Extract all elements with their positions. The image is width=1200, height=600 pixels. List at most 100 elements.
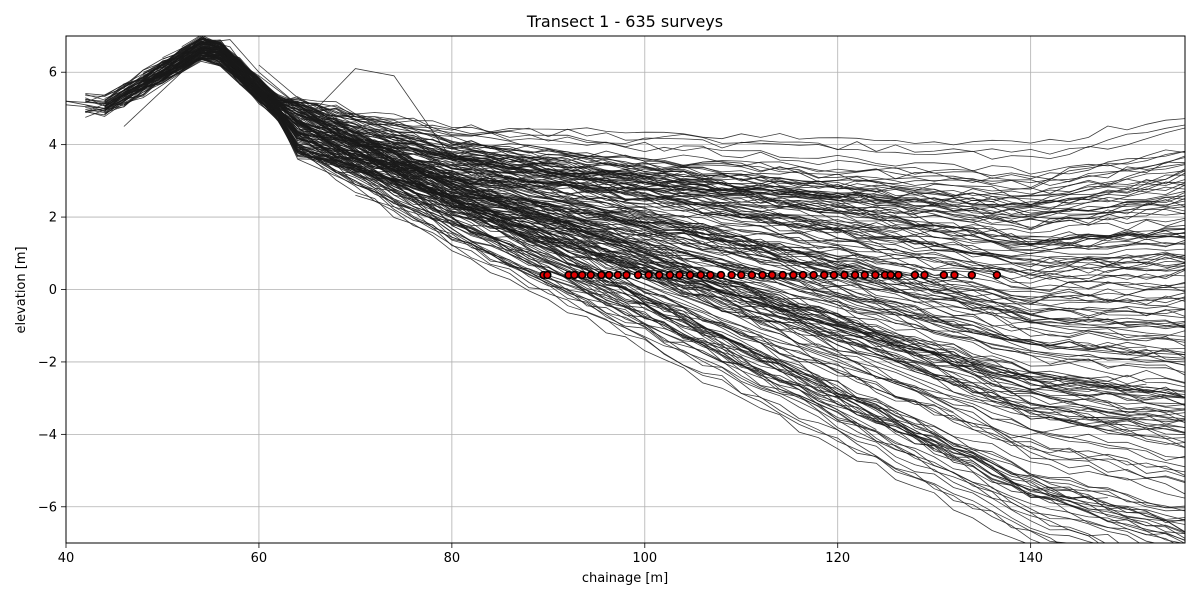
shoreline-point — [798, 270, 808, 280]
survey-profile — [162, 58, 1185, 200]
survey-profile — [355, 131, 1185, 220]
survey-profile — [239, 78, 1108, 209]
survey-profile — [239, 63, 1185, 541]
survey-profile — [374, 157, 1185, 264]
survey-profile — [432, 191, 1185, 434]
shoreline-point — [809, 270, 818, 280]
survey-profile — [123, 41, 1120, 543]
shoreline-point — [758, 270, 767, 280]
shoreline-point — [778, 270, 787, 280]
shoreline-point — [860, 270, 869, 280]
y-tick-label: −4 — [38, 428, 57, 443]
x-tick-label: 40 — [58, 551, 75, 566]
survey-profile — [413, 191, 1185, 401]
survey-profile — [123, 49, 1185, 257]
shoreline-point — [644, 270, 653, 280]
survey-profile — [123, 42, 1185, 155]
survey-profile — [123, 47, 1185, 413]
shoreline-point — [850, 270, 860, 280]
x-tick-label: 140 — [1018, 551, 1043, 566]
survey-profile — [162, 38, 1185, 175]
survey-profile — [413, 161, 1185, 291]
survey-profile — [181, 55, 1185, 385]
grid — [65, 36, 1185, 543]
survey-profile — [181, 41, 1185, 146]
survey-profile — [162, 56, 1166, 399]
survey-profile — [451, 163, 1185, 317]
shoreline-point — [622, 270, 631, 280]
survey-profile — [181, 51, 1157, 543]
survey-profile — [219, 58, 1185, 499]
survey-profiles — [66, 36, 1185, 543]
x-axis: 40 60 80 100 120 140 — [58, 543, 1043, 566]
shoreline-point — [570, 270, 579, 280]
survey-profile — [297, 105, 1185, 194]
y-axis: −6 −4 −2 0 2 4 6 — [38, 66, 66, 515]
shoreline-point — [992, 270, 1002, 280]
shoreline-point — [747, 270, 757, 280]
survey-profile — [393, 180, 1185, 312]
survey-profile — [162, 53, 1185, 476]
survey-profile — [451, 144, 1185, 208]
shoreline-point — [633, 270, 643, 280]
survey-profile — [162, 36, 1185, 241]
shoreline-point — [727, 270, 736, 280]
survey-profile — [471, 212, 1185, 483]
x-tick-label: 120 — [825, 551, 850, 566]
survey-profile — [393, 136, 1185, 267]
survey-profile — [413, 177, 1185, 410]
x-tick-label: 80 — [444, 551, 461, 566]
survey-profile — [393, 201, 1059, 543]
survey-profile — [162, 37, 1185, 160]
survey-profile — [355, 136, 1185, 495]
survey-profile — [201, 57, 1185, 280]
shoreline-point — [716, 270, 726, 280]
survey-profile — [123, 50, 1185, 509]
shoreline-point — [920, 270, 929, 280]
shoreline-point — [577, 270, 587, 280]
x-tick-label: 100 — [632, 551, 657, 566]
shoreline-point — [894, 270, 903, 280]
survey-profile — [316, 108, 1185, 291]
survey-profile — [355, 142, 935, 450]
survey-profile — [162, 38, 1185, 534]
shoreline-point — [950, 270, 959, 280]
survey-profile — [123, 58, 973, 281]
shoreline-point — [586, 270, 595, 280]
survey-profile — [85, 54, 1031, 345]
survey-profile — [297, 152, 1185, 520]
shoreline-markers — [539, 270, 1002, 280]
survey-profile — [181, 47, 1185, 245]
x-tick-label: 60 — [251, 551, 268, 566]
shoreline-point — [604, 270, 614, 280]
survey-profile — [278, 98, 1185, 180]
shoreline-point — [840, 270, 849, 280]
survey-profile — [451, 156, 1185, 328]
shoreline-point — [886, 270, 895, 280]
survey-profile — [123, 56, 1185, 206]
shoreline-point — [706, 270, 715, 280]
x-axis-label: chainage [m] — [582, 571, 668, 586]
shoreline-point — [871, 270, 880, 280]
y-tick-label: 0 — [49, 283, 57, 298]
survey-profile — [181, 53, 877, 199]
shoreline-point — [767, 270, 777, 280]
shoreline-point — [820, 270, 829, 280]
shoreline-point — [685, 270, 695, 280]
shoreline-point — [737, 270, 746, 280]
shoreline-point — [939, 270, 949, 280]
survey-profile — [220, 64, 1185, 284]
survey-profile — [451, 218, 1185, 425]
survey-profile — [123, 52, 838, 351]
shoreline-point — [543, 270, 552, 280]
survey-profile — [104, 41, 1185, 468]
survey-profile — [143, 50, 1185, 359]
survey-profile — [413, 182, 1185, 399]
survey-profile — [239, 62, 1185, 260]
survey-profile — [258, 89, 1185, 206]
y-tick-label: 4 — [49, 138, 57, 153]
shoreline-point — [675, 270, 684, 280]
survey-profile — [162, 55, 1185, 521]
y-tick-label: −2 — [38, 355, 57, 370]
